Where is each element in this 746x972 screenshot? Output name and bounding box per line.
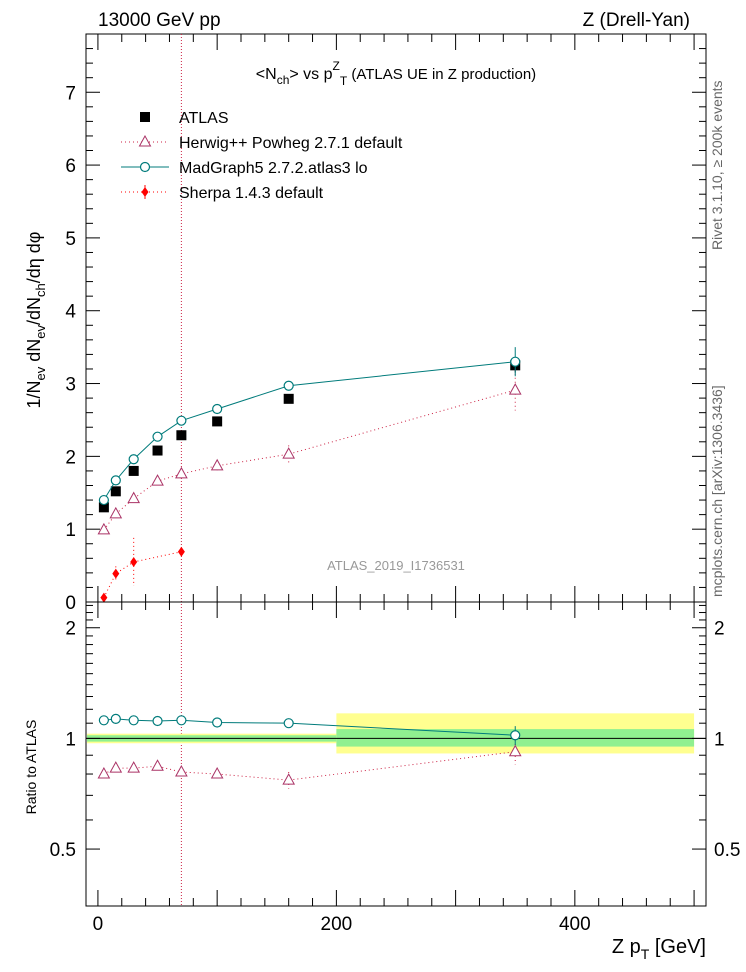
legend-marker: [139, 161, 151, 173]
data-point: [212, 416, 223, 427]
data-point: [128, 454, 139, 465]
ratio-axes: 0 200 400 0.5 0.5 1 1 2 2: [50, 601, 740, 935]
main-y-tick-label: 5: [65, 229, 76, 250]
ratio-data: [97, 713, 522, 789]
x-tick-label: 0: [93, 914, 104, 935]
ratio-y-tick-label: 0.5: [50, 840, 76, 861]
data-point: [98, 502, 109, 513]
data-point: [109, 506, 123, 519]
data-point: [130, 556, 138, 567]
main-y-tick-label: 0: [65, 593, 76, 614]
ratio-frame: [85, 601, 707, 907]
legend-label: Sherpa 1.4.3 default: [179, 185, 324, 202]
data-point: [176, 430, 187, 441]
legend-label: MadGraph5 2.7.2.atlas3 lo: [179, 160, 368, 177]
data-point: [152, 431, 163, 442]
data-point: [510, 356, 521, 367]
data-point: [127, 491, 141, 504]
legend-marker: [141, 187, 149, 197]
data-point: [283, 393, 294, 404]
series-line: [103, 361, 516, 501]
ratio-y-tick-label: 2: [65, 619, 76, 640]
ratio-y-axis-label: Ratio to ATLAS: [23, 720, 39, 815]
ratio-data-point: [212, 717, 223, 728]
plot-title: <Nch> vs pZT (ATLAS UE in Z production): [256, 59, 536, 88]
data-point: [177, 546, 185, 557]
main-y-tick-label: 2: [65, 447, 76, 468]
ratio-data-point: [97, 766, 111, 779]
data-point: [212, 403, 223, 415]
main-y-tick-label: 4: [65, 302, 76, 323]
process-label: Z (Drell-Yan): [583, 10, 690, 31]
series-diamond: [100, 537, 185, 603]
legend-entry: ATLAS: [140, 110, 229, 127]
main-panel: 0 1 2 3 4 5 6 7 <Nch> vs pZT (ATLAS UE in Z pro…: [24, 33, 707, 906]
ratio-y-tick-label: 1: [65, 729, 76, 750]
ratio-data-point: [110, 713, 121, 724]
data-point: [98, 494, 109, 506]
data-point: [210, 458, 224, 471]
ratio-data-point: [128, 715, 139, 726]
ratio-y-tick-label-right: 1: [714, 729, 725, 750]
ratio-data-point: [283, 718, 294, 729]
series-line: [103, 551, 182, 598]
data-point: [97, 522, 111, 535]
ratio-data-point: [508, 744, 522, 757]
ratio-data-point: [152, 715, 163, 727]
ratio-data-point: [109, 761, 123, 773]
ratio-series-line: [103, 751, 516, 781]
ratio-data-point: [176, 715, 187, 726]
main-y-tick-label: 3: [65, 375, 76, 396]
legend-label: Herwig++ Powheg 2.7.1 default: [179, 135, 403, 152]
rivet-label: Rivet 3.1.10, ≥ 200k events: [709, 80, 725, 250]
legend-entry: Herwig++ Powheg 2.7.1 default: [121, 134, 403, 152]
watermark-label: ATLAS_2019_I1736531: [327, 558, 465, 573]
ratio-data-point: [510, 730, 521, 741]
x-tick-label: 200: [321, 914, 353, 935]
ratio-y-tick-label-right: 2: [714, 619, 725, 640]
ratio-data-point: [210, 766, 224, 779]
legend-marker: [140, 112, 150, 122]
series-circle: [98, 347, 521, 506]
ratio-series-triangle: [97, 740, 522, 789]
main-y-axis-label: 1/Nev dNev/dNch/dη dφ: [24, 232, 48, 409]
legend-entry: MadGraph5 2.7.2.atlas3 lo: [121, 160, 368, 177]
data-point: [282, 447, 296, 459]
x-tick-label: 400: [559, 914, 591, 935]
ratio-data-point: [175, 765, 188, 777]
data-point: [151, 474, 164, 486]
data-point: [128, 465, 139, 476]
series-triangle: [97, 369, 522, 535]
main-y-tick-label: 7: [65, 83, 76, 104]
data-point: [110, 486, 121, 497]
ratio-data-point: [98, 715, 109, 726]
mcplots-label: mcplots.cern.ch [arXiv:1306.3436]: [709, 385, 725, 597]
series-line: [103, 389, 516, 531]
main-axes: 0 1 2 3 4 5 6 7: [65, 33, 707, 614]
main-y-tick-label: 1: [65, 520, 76, 541]
data-point: [152, 445, 163, 456]
data-point: [508, 383, 522, 395]
legend-marker: [138, 134, 152, 147]
ratio-y-tick-label-right: 0.5: [714, 840, 740, 861]
ratio-data-point: [127, 761, 141, 773]
ratio-series-circle: [98, 713, 521, 745]
legend-entry: Sherpa 1.4.3 default: [121, 185, 324, 202]
data-point: [283, 380, 294, 391]
ratio-panel: 0 200 400 0.5 0.5 1 1 2 2 Ratio to ATLAS Z pT [G…: [23, 601, 740, 962]
energy-label: 13000 GeV pp: [98, 10, 221, 31]
data-point: [175, 466, 188, 479]
data-point: [100, 592, 108, 603]
legend: ATLAS Herwig++ Powheg 2.7.1 default MadGra…: [121, 110, 403, 202]
data-point: [112, 568, 120, 579]
ratio-data-point: [282, 773, 296, 785]
main-y-tick-label: 6: [65, 156, 76, 177]
ratio-data-point: [151, 759, 164, 771]
main-data: [97, 34, 522, 906]
legend-label: ATLAS: [179, 110, 229, 127]
data-point: [110, 475, 121, 486]
data-point: [176, 415, 187, 426]
x-axis-label: Z pT [GeV]: [612, 936, 706, 962]
